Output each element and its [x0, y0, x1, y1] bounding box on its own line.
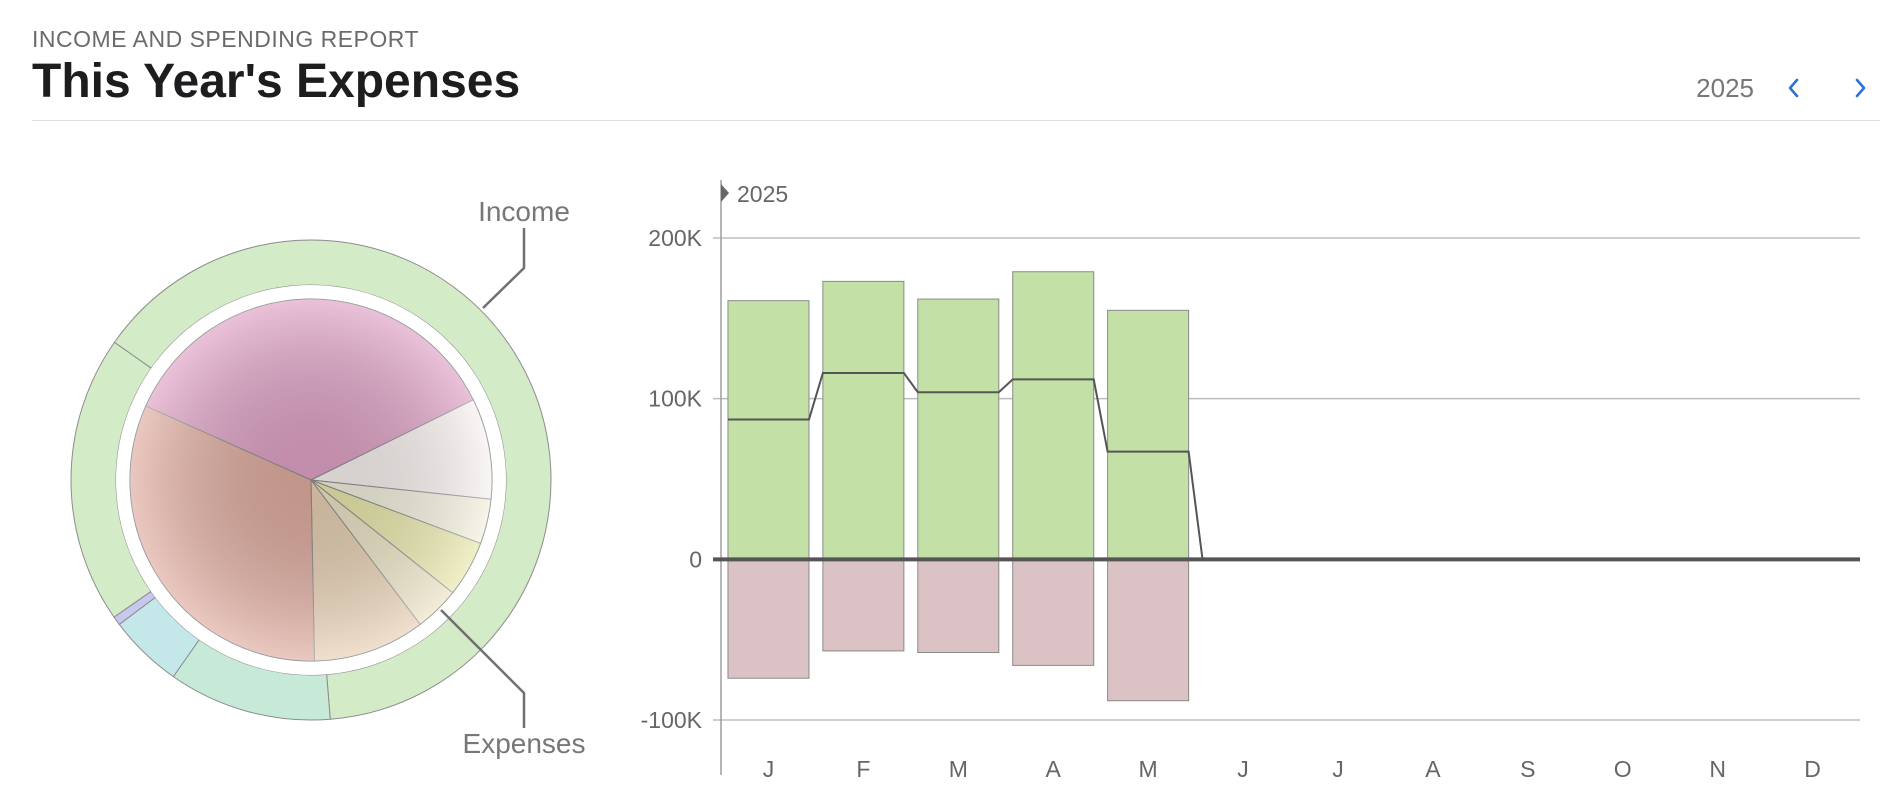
income-leader-line: [482, 228, 526, 309]
income-expenses-pie-chart: Income Expenses: [70, 196, 586, 759]
chevron-left-icon: [1788, 78, 1799, 98]
x-tick-label: J: [1237, 756, 1249, 782]
income-bar[interactable]: [1107, 309, 1190, 560]
income-ring-label: Income: [478, 196, 570, 227]
x-tick-label: D: [1804, 756, 1821, 782]
y-tick-label: 0: [689, 546, 702, 572]
x-tick-label: O: [1614, 756, 1632, 782]
previous-year-button[interactable]: [1774, 68, 1814, 108]
expense-bar[interactable]: [1012, 558, 1095, 666]
y-tick-label: -100K: [641, 707, 703, 733]
report-header: INCOME AND SPENDING REPORT This Year's E…: [32, 24, 1880, 121]
expenses-pie-label: Expenses: [463, 728, 586, 759]
page-title: This Year's Expenses: [32, 55, 521, 108]
expense-bar[interactable]: [822, 558, 905, 652]
income-bar[interactable]: [822, 280, 905, 560]
series-disclosure-icon[interactable]: [721, 184, 729, 202]
x-tick-label: S: [1520, 756, 1535, 782]
x-tick-label: J: [763, 756, 775, 782]
expense-bar[interactable]: [727, 558, 810, 679]
income-bar[interactable]: [1012, 271, 1095, 560]
series-label: 2025: [737, 181, 788, 207]
income-bar[interactable]: [917, 298, 1000, 560]
net-line: [727, 371, 1854, 561]
x-tick-label: A: [1425, 756, 1441, 782]
expense-bar[interactable]: [917, 558, 1000, 654]
y-tick-label: 200K: [648, 225, 702, 251]
x-tick-label: A: [1046, 756, 1062, 782]
year-navigation: 2025: [1696, 68, 1880, 108]
x-tick-label: M: [1139, 756, 1158, 782]
chevron-right-icon: [1855, 78, 1866, 98]
x-tick-label: N: [1709, 756, 1726, 782]
next-year-button[interactable]: [1840, 68, 1880, 108]
expenses-pie: [129, 298, 493, 662]
bars: [727, 271, 1190, 702]
income-bar[interactable]: [727, 300, 810, 560]
year-label: 2025: [1696, 72, 1754, 103]
y-tick-label: 100K: [648, 386, 702, 412]
expense-bar[interactable]: [1107, 558, 1190, 702]
expenses-leader-line: [440, 609, 526, 728]
report-eyebrow: INCOME AND SPENDING REPORT: [32, 26, 420, 52]
x-tick-label: M: [949, 756, 968, 782]
x-tick-label: J: [1332, 756, 1344, 782]
monthly-bar-chart: 2025 200K 100K 0 -100K J F M A M J J A S O N D: [641, 180, 1860, 782]
y-tick-labels: 200K 100K 0 -100K: [641, 225, 703, 733]
x-tick-label: F: [856, 756, 870, 782]
